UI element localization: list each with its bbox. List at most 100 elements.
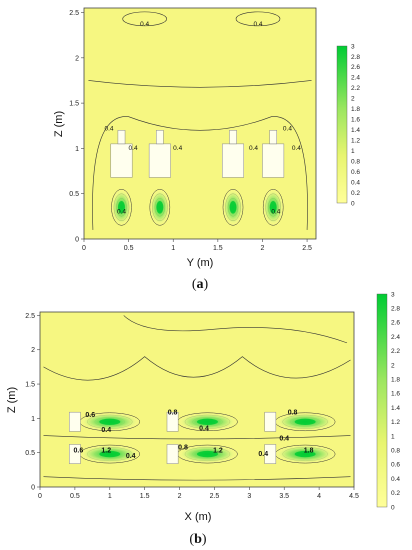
contour-label: 0.4 (249, 145, 258, 152)
x-tick-label: 0.5 (124, 245, 134, 252)
panel-b-colorbar-ticks: 0 0.2 0.4 0.6 0.8 1 1.2 1.4 1.6 1.8 2 2.2 2.4 2.6 2.8 3 (391, 291, 400, 511)
obstacle-box (69, 444, 81, 464)
panel-a-x-ticks: 0 0.5 1 1.5 2 2.5 (82, 239, 312, 252)
hotspot-core (294, 450, 316, 458)
y-tick-label: 2.5 (25, 313, 35, 320)
panel-b-obstacles (69, 411, 277, 464)
y-tick-label: 2 (75, 55, 79, 62)
colorbar-tick-label: 2.4 (351, 75, 360, 82)
obstacle-head (229, 130, 237, 145)
colorbar-tick-label: 0.6 (351, 169, 360, 176)
obstacle-head (156, 130, 164, 145)
obstacle-box (166, 444, 179, 464)
hotspot-core (269, 200, 277, 214)
panel-a-obstacles (110, 130, 285, 178)
panel-b-contour-labels: 0.6 0.8 0.8 0.4 0.4 0.4 0.6 1.2 0.4 0.8 1.2 0.4 1.8 (74, 409, 314, 460)
hotspot-core (99, 418, 121, 425)
panel-a-x-axis-label: Y (m) (187, 257, 214, 269)
contour-label: 0.8 (288, 409, 298, 416)
colorbar-tick-label: 3 (351, 43, 355, 50)
panel-a-caption: (a) (192, 277, 209, 292)
colorbar-tick-label: 1 (391, 433, 395, 440)
colorbar-tick-label: 0.6 (391, 462, 400, 469)
x-tick-label: 2 (178, 493, 182, 500)
panel-a: 0.4 0.4 0.4 0.4 0.4 0.4 0.4 0.4 0.4 0.4 0 0.5 1 1.5 2… (53, 7, 360, 292)
contour-label: 0.4 (173, 145, 182, 152)
colorbar-tick-label: 1.8 (391, 377, 400, 384)
colorbar-tick-label: 1.4 (351, 127, 360, 134)
colorbar-tick-label: 1 (351, 148, 355, 155)
contour-label: 0.4 (104, 125, 113, 132)
x-tick-label: 2 (261, 245, 265, 252)
x-tick-label: 4.5 (349, 493, 359, 500)
panel-b-hotspots (79, 412, 336, 464)
colorbar-tick-label: 2.2 (391, 348, 400, 355)
panel-b-colorbar (376, 293, 388, 508)
x-tick-label: 0 (82, 245, 86, 252)
contour-line (123, 315, 348, 344)
hotspot-core (156, 200, 164, 214)
panel-a-y-axis-label: Z (m) (53, 111, 65, 137)
contour-label: 0.4 (283, 125, 292, 132)
panel-b-y-axis-label: Z (m) (6, 387, 18, 413)
obstacle-box (264, 444, 277, 464)
hotspot-core (229, 200, 237, 214)
y-tick-label: 0 (31, 485, 35, 492)
x-tick-label: 1.5 (213, 245, 223, 252)
obstacle-head (117, 130, 126, 145)
contour-label: 0.4 (126, 453, 136, 460)
hotspot-core (294, 418, 316, 425)
panel-a-hotspots (111, 189, 284, 226)
contour-label: 0.4 (292, 145, 301, 152)
colorbar-tick-label: 0.2 (351, 190, 360, 197)
contour-label: 0.4 (199, 426, 209, 433)
obstacle-box (264, 411, 277, 432)
x-tick-label: 2.5 (210, 493, 220, 500)
contour-label: 1.8 (304, 448, 314, 455)
x-tick-label: 1 (171, 245, 175, 252)
obstacle-box (166, 411, 179, 432)
x-tick-label: 1.5 (140, 493, 150, 500)
contour-label: 0.4 (101, 427, 111, 434)
colorbar-tick-label: 0 (391, 504, 395, 511)
x-tick-label: 3 (247, 493, 251, 500)
panel-b-y-ticks: 0 0.5 1 1.5 2 2.5 (25, 313, 40, 492)
obstacle-box (69, 411, 81, 432)
colorbar-tick-label: 0.4 (351, 179, 360, 186)
hotspot-core (196, 418, 218, 425)
y-tick-label: 1 (31, 416, 35, 423)
colorbar-tick-label: 0.8 (391, 448, 400, 455)
hotspot-core (99, 450, 121, 458)
colorbar-tick-label: 2.4 (391, 334, 400, 341)
y-tick-label: 1 (75, 146, 79, 153)
contour-label: 0.8 (168, 409, 178, 416)
colorbar-tick-label: 1.2 (351, 138, 360, 145)
y-tick-label: 0.5 (25, 450, 35, 457)
panel-a-colorbar (336, 45, 348, 204)
colorbar-tick-label: 0.8 (351, 158, 360, 165)
contour-line (122, 11, 167, 27)
colorbar-tick-label: 1.4 (391, 405, 400, 412)
y-tick-label: 2 (31, 347, 35, 354)
panel-b-caption: (b) (189, 532, 206, 547)
x-tick-label: 3.5 (279, 493, 289, 500)
y-tick-label: 2.5 (69, 10, 79, 17)
colorbar-tick-label: 2 (351, 96, 355, 103)
contour-label: 0.8 (178, 444, 188, 451)
colorbar-tick-label: 2.8 (391, 306, 400, 313)
colorbar-tick-label: 1.6 (351, 117, 360, 124)
contour-label: 1.2 (101, 448, 111, 455)
colorbar-tick-label: 2.6 (351, 64, 360, 71)
contour-label: 0.4 (253, 21, 262, 28)
x-tick-label: 1 (108, 493, 112, 500)
obstacle-box (148, 143, 171, 178)
contour-label: 0.4 (140, 21, 149, 28)
colorbar-tick-label: 1.2 (391, 419, 400, 426)
contour-label: 0.4 (279, 435, 289, 442)
contour-line (235, 11, 281, 27)
colorbar-tick-label: 1.6 (391, 391, 400, 398)
panel-a-colorbar-ticks: 0 0.2 0.4 0.6 0.8 1 1.2 1.4 1.6 1.8 2 2.2 2.4 2.6 2.8 3 (351, 43, 360, 207)
obstacle-box (262, 143, 285, 178)
colorbar-tick-label: 2.8 (351, 54, 360, 61)
